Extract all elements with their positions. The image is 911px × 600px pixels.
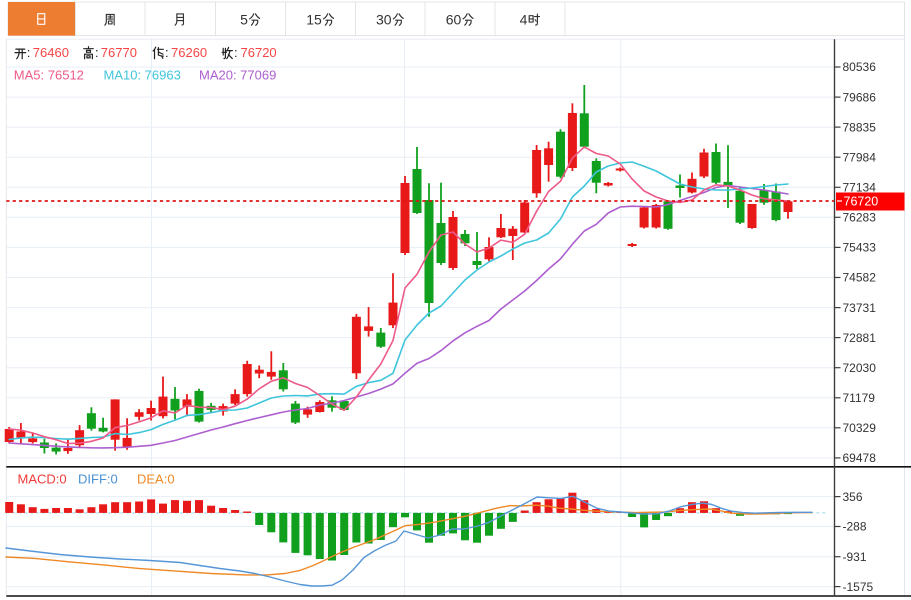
svg-text:76260: 76260 — [171, 45, 207, 60]
svg-text:74582: 74582 — [843, 271, 877, 285]
svg-text:60: 60 — [446, 12, 462, 28]
svg-text:72881: 72881 — [843, 331, 877, 345]
svg-text:69478: 69478 — [843, 451, 877, 465]
svg-text:DIFF:0: DIFF:0 — [78, 471, 118, 486]
svg-text::: : — [27, 45, 31, 60]
svg-text:356: 356 — [843, 490, 863, 504]
svg-text:15: 15 — [306, 12, 322, 28]
svg-text:71179: 71179 — [843, 391, 876, 405]
svg-text:76770: 76770 — [101, 45, 137, 60]
svg-text::: : — [234, 45, 238, 60]
svg-text:76460: 76460 — [33, 45, 69, 60]
svg-text:72030: 72030 — [843, 361, 877, 375]
svg-text:-1575: -1575 — [843, 580, 874, 594]
svg-text:MA20: 77069: MA20: 77069 — [199, 68, 276, 83]
svg-text:79686: 79686 — [843, 90, 877, 104]
svg-text::: : — [165, 45, 169, 60]
svg-text:78835: 78835 — [843, 120, 877, 134]
svg-text:70329: 70329 — [843, 421, 877, 435]
svg-text:77984: 77984 — [843, 150, 877, 164]
svg-text:77134: 77134 — [843, 181, 877, 195]
svg-text:76283: 76283 — [843, 211, 877, 225]
svg-text:73731: 73731 — [843, 301, 877, 315]
svg-text:30: 30 — [376, 12, 392, 28]
svg-text:-288: -288 — [843, 520, 867, 534]
svg-text:DEA:0: DEA:0 — [137, 471, 175, 486]
svg-text::: : — [95, 45, 99, 60]
svg-text:MA10: 76963: MA10: 76963 — [104, 68, 181, 83]
svg-text:-931: -931 — [843, 550, 867, 564]
svg-text:4: 4 — [520, 12, 528, 28]
svg-text:76720: 76720 — [844, 195, 879, 209]
svg-text:MA5: 76512: MA5: 76512 — [14, 68, 84, 83]
svg-text:75433: 75433 — [843, 241, 877, 255]
svg-text:76720: 76720 — [241, 45, 277, 60]
svg-text:MACD:0: MACD:0 — [18, 471, 67, 486]
svg-text:5: 5 — [240, 12, 248, 28]
svg-text:80536: 80536 — [843, 60, 877, 74]
